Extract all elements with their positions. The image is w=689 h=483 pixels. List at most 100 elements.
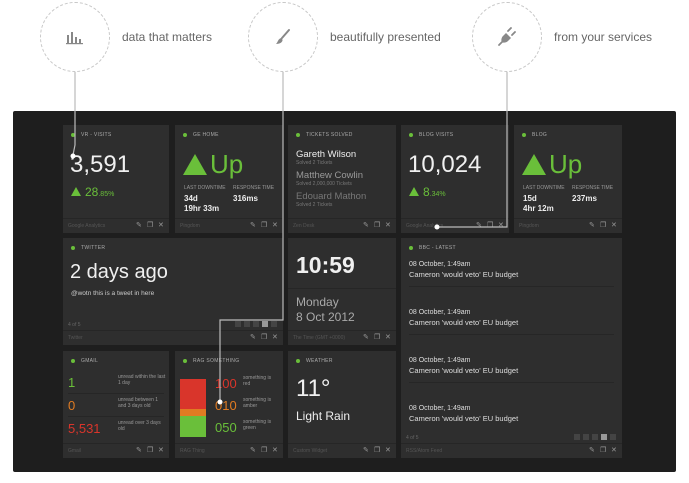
status-dot (183, 133, 187, 137)
delete-icon[interactable]: ✕ (611, 447, 617, 454)
status-dot (71, 133, 75, 137)
gmail-value: 5,531 (68, 421, 101, 436)
bbc-tile[interactable]: BBC - LATEST 08 October, 1:49am Cameron '… (401, 238, 622, 458)
delete-icon[interactable]: ✕ (385, 334, 391, 341)
delete-icon[interactable]: ✕ (272, 447, 278, 454)
copy-icon[interactable]: ❐ (261, 447, 268, 454)
clock-tile[interactable]: 10:59 Monday 8 Oct 2012 The Time (GMT +0… (288, 238, 396, 345)
news-item[interactable]: 08 October, 1:49am Cameron 'would veto' E… (409, 349, 614, 383)
news-item[interactable]: 08 October, 1:49am Cameron 'would veto' E… (409, 301, 614, 335)
visits-tile[interactable]: VR - VISITS 3,591 28.85% Google Analytic… (63, 125, 169, 233)
gmail-label: unread over 3 days old (118, 420, 161, 432)
delete-icon[interactable]: ✕ (498, 222, 504, 229)
edit-icon[interactable]: ✎ (136, 222, 142, 229)
tile-source: Custom Widget (293, 448, 328, 454)
up-triangle-icon (183, 154, 207, 175)
change-decimal: .85% (98, 191, 115, 198)
feature-circle (472, 2, 542, 72)
edit-icon[interactable]: ✎ (250, 334, 256, 341)
downtime-days: 34d (184, 194, 198, 203)
weather-tile[interactable]: WEATHER 11° Light Rain Custom Widget ✎ ❐ ✕ (288, 351, 396, 458)
tile-header: GE HOME (183, 132, 219, 138)
plug-icon (498, 27, 516, 46)
edit-icon[interactable]: ✎ (589, 222, 595, 229)
edit-icon[interactable]: ✎ (250, 447, 256, 454)
gmail-tile[interactable]: GMAIL 1 unread within the last 1 day 0 u… (63, 351, 169, 458)
status-dot (409, 246, 413, 250)
response-time: 237ms (572, 194, 597, 203)
tile-title: WEATHER (306, 358, 333, 364)
copy-icon[interactable]: ❐ (600, 447, 607, 454)
status-dot (522, 133, 526, 137)
edit-icon[interactable]: ✎ (250, 222, 256, 229)
copy-icon[interactable]: ❐ (147, 222, 154, 229)
uptime-status: Up (183, 149, 243, 180)
copy-icon[interactable]: ❐ (261, 222, 268, 229)
copy-icon[interactable]: ❐ (487, 222, 494, 229)
news-date: 08 October, 1:49am (409, 309, 471, 316)
edit-icon[interactable]: ✎ (136, 447, 142, 454)
copy-icon[interactable]: ❐ (374, 447, 381, 454)
clock-date: 8 Oct 2012 (296, 310, 355, 324)
pager-dot (253, 321, 259, 327)
feature-services: from your services (472, 2, 652, 72)
blog-tile[interactable]: BLOG Up LAST DOWNTIME RESPONSE TIME 15d … (514, 125, 622, 233)
news-title: Cameron 'would veto' EU budget (409, 318, 519, 327)
change-value: 8 (423, 185, 430, 199)
news-item[interactable]: 08 October, 1:49am Cameron 'would veto' E… (409, 253, 614, 287)
pager[interactable] (235, 321, 277, 327)
edit-icon[interactable]: ✎ (476, 222, 482, 229)
copy-icon[interactable]: ❐ (374, 222, 381, 229)
delete-icon[interactable]: ✕ (385, 222, 391, 229)
ticket-name: Edouard Mathon (296, 191, 367, 202)
rag-tile[interactable]: RAG SOMETHING 100 something is red 010 s… (175, 351, 283, 458)
delete-icon[interactable]: ✕ (158, 447, 164, 454)
tile-source: Twitter (68, 335, 83, 341)
up-arrow-icon (71, 187, 81, 196)
delete-icon[interactable]: ✕ (272, 334, 278, 341)
status-dot (409, 133, 413, 137)
tile-source: Zen Desk (293, 223, 315, 229)
clock-time: 10:59 (296, 252, 355, 278)
feature-text: data that matters (122, 30, 213, 44)
tile-header: WEATHER (296, 358, 333, 364)
rag-value: 100 (215, 376, 237, 391)
twitter-tile[interactable]: TWITTER 2 days ago @wotn this is a tweet… (63, 238, 283, 345)
edit-icon[interactable]: ✎ (363, 447, 369, 454)
ticket-sub: Solved 2 Tickets (296, 160, 333, 166)
pager-dot (610, 434, 616, 440)
delete-icon[interactable]: ✕ (158, 222, 164, 229)
tile-footer: Twitter ✎ ❐ ✕ (63, 330, 283, 345)
edit-icon[interactable]: ✎ (363, 334, 369, 341)
edit-icon[interactable]: ✎ (589, 447, 595, 454)
copy-icon[interactable]: ❐ (261, 334, 268, 341)
tile-source: RSS/Atom Feed (406, 448, 443, 454)
gmail-row: 0 unread between 1 and 3 days old (68, 394, 164, 417)
rag-amber-segment (180, 409, 206, 416)
copy-icon[interactable]: ❐ (600, 222, 607, 229)
news-list: 08 October, 1:49am Cameron 'would veto' E… (409, 253, 614, 430)
blog-visits-tile[interactable]: BLOG VISITS 10,024 8.34% Google Analytic… (401, 125, 509, 233)
pager-dot (244, 321, 250, 327)
rag-bar (180, 379, 206, 437)
copy-icon[interactable]: ❐ (374, 334, 381, 341)
rag-value: 010 (215, 398, 237, 413)
delete-icon[interactable]: ✕ (385, 447, 391, 454)
news-item[interactable]: 08 October, 1:49am Cameron 'would veto' E… (409, 397, 614, 430)
downtime-label: LAST DOWNTIME (184, 185, 226, 191)
edit-icon[interactable]: ✎ (363, 222, 369, 229)
downtime-hours: 19hr 33m (184, 204, 220, 213)
feature-circle (40, 2, 110, 72)
delete-icon[interactable]: ✕ (272, 222, 278, 229)
downtime-label: LAST DOWNTIME (523, 185, 565, 191)
delete-icon[interactable]: ✕ (611, 222, 617, 229)
tile-title: TWITTER (81, 245, 106, 251)
tickets-tile[interactable]: TICKETS SOLVED Gareth Wilson Solved 2 Ti… (288, 125, 396, 233)
gehome-tile[interactable]: GE HOME Up LAST DOWNTIME RESPONSE TIME 3… (175, 125, 283, 233)
clock-day: Monday (296, 295, 339, 309)
copy-icon[interactable]: ❐ (147, 447, 154, 454)
tile-footer: Gmail ✎ ❐ ✕ (63, 443, 169, 458)
up-triangle-icon (522, 154, 546, 175)
pager[interactable] (574, 434, 616, 440)
tile-header: RAG SOMETHING (183, 358, 239, 364)
